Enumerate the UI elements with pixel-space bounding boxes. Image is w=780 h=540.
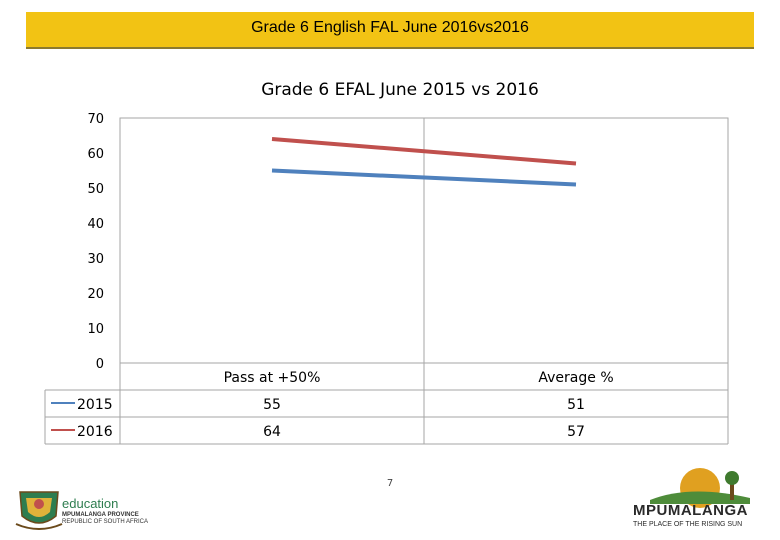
table-value: 55 (263, 397, 281, 413)
y-tick-label: 50 (87, 182, 104, 197)
page-number: 7 (386, 478, 394, 489)
category-label: Average % (538, 370, 613, 386)
title-banner: Grade 6 English FAL June 2016vs2016 (26, 12, 754, 49)
y-tick-label: 0 (96, 357, 104, 372)
mpumalanga-logo (650, 468, 750, 508)
education-logo-text: education (62, 496, 119, 511)
y-tick-label: 20 (87, 287, 104, 302)
legend-label-2015: 2015 (77, 397, 113, 413)
y-tick-label: 70 (87, 112, 104, 127)
country-logo-text: REPUBLIC OF SOUTH AFRICA (62, 519, 149, 525)
y-tick-label: 40 (87, 217, 104, 232)
table-value: 64 (263, 424, 281, 440)
y-tick-label: 30 (87, 252, 104, 267)
table-value: 57 (567, 424, 585, 440)
chart-title: Grade 6 EFAL June 2015 vs 2016 (261, 80, 539, 100)
mpumalanga-logo-text: MPUMALANGA (633, 502, 748, 519)
coat-of-arms-logo (15, 491, 63, 530)
mpumalanga-tagline: THE PLACE OF THE RISING SUN (633, 521, 743, 528)
series-line-2016 (271, 137, 577, 166)
series-line-2015 (271, 168, 577, 187)
legend-label-2016: 2016 (77, 424, 113, 440)
province-logo-text: MPUMALANGA PROVINCE (62, 512, 139, 518)
slide-title: Grade 6 English FAL June 2016vs2016 (251, 19, 529, 36)
table-value: 51 (567, 397, 585, 413)
category-label: Pass at +50% (224, 370, 321, 386)
y-tick-label: 60 (87, 147, 104, 162)
y-tick-label: 10 (87, 322, 104, 337)
